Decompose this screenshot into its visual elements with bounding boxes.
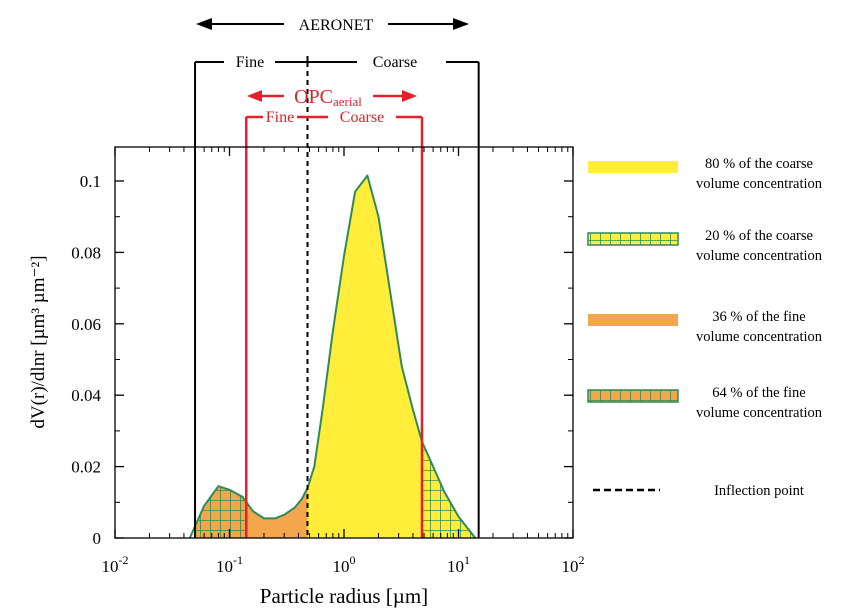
area-region-1-hatch [195, 486, 247, 538]
x-tick-label: 102 [562, 553, 585, 576]
legend-label-4-line2: volume concentration [696, 405, 823, 421]
x-tick-label: 101 [447, 553, 470, 576]
legend-label-5: Inflection point [714, 483, 804, 499]
aeronet-coarse-label: Coarse [373, 54, 417, 71]
opc-coarse-label: Coarse [340, 109, 384, 126]
legend-label-2-line1: 20 % of the coarse [705, 228, 813, 244]
legend-swatch-4-hatch [588, 390, 678, 402]
y-tick-label: 0 [93, 529, 102, 548]
x-axis-ticks: 10-2 10-1 100 101 102 [102, 147, 585, 576]
area-region-3 [307, 175, 423, 538]
legend-swatch-1 [588, 161, 678, 173]
y-tick-label: 0.04 [71, 386, 101, 405]
aeronet-label: AERONET [299, 17, 374, 34]
y-axis-title: dV(r)/dlnr [µm³ µm⁻²] [28, 255, 49, 428]
x-tick-label: 100 [333, 553, 356, 576]
y-tick-label: 0.06 [71, 315, 101, 334]
x-tick-label: 10-1 [216, 553, 243, 576]
x-tick-label: 10-2 [102, 553, 129, 576]
legend-swatch-2-hatch [588, 233, 678, 245]
x-axis-title: Particle radius [µm] [260, 584, 428, 608]
legend-label-1-line2: volume concentration [696, 176, 823, 192]
opc-label: OPCaerial [294, 86, 362, 109]
aeronet-fine-label: Fine [236, 54, 264, 71]
legend-swatch-3 [588, 314, 678, 326]
legend-label-1-line1: 80 % of the coarse [705, 156, 813, 172]
legend-label-3-line1: 36 % of the fine [712, 309, 805, 325]
legend-label-3-line2: volume concentration [696, 329, 823, 345]
y-axis-ticks: 0 0.02 0.04 0.06 0.08 0.1 [71, 172, 573, 548]
aeronet-arrow-left-head [196, 18, 212, 30]
y-tick-label: 0.08 [71, 243, 101, 262]
legend-label-4-line1: 64 % of the fine [712, 385, 805, 401]
opc-fine-label: Fine [266, 109, 294, 126]
area-region-2 [246, 488, 308, 538]
area-regions [195, 175, 479, 538]
opc-arrow-left-head [247, 90, 262, 102]
y-tick-label: 0.1 [80, 172, 101, 191]
legend: 80 % of the coarse volume concentration 20… [587, 156, 823, 499]
opc-arrow-right-head [402, 90, 417, 102]
boundary-lines [194, 62, 480, 538]
y-tick-label: 0.02 [71, 458, 101, 477]
aeronet-arrow-right-head [453, 18, 469, 30]
legend-label-2-line2: volume concentration [696, 248, 823, 264]
area-region-4-hatch [422, 441, 479, 538]
